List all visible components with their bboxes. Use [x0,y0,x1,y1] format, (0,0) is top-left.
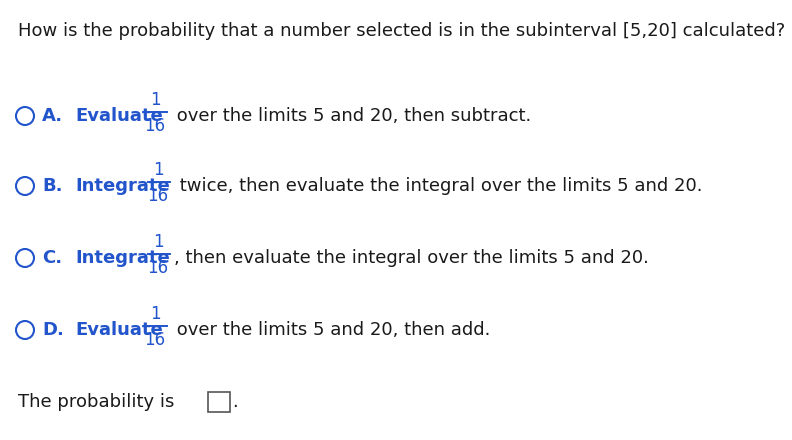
Text: The probability is: The probability is [18,393,174,411]
Text: 1: 1 [150,305,160,323]
Text: 16: 16 [147,187,169,205]
Text: , then evaluate the integral over the limits 5 and 20.: , then evaluate the integral over the li… [174,249,649,267]
Text: Evaluate: Evaluate [75,321,162,339]
Text: B.: B. [42,177,63,195]
Text: Integrate: Integrate [75,249,169,267]
Text: .: . [232,393,238,411]
Text: 16: 16 [144,331,166,349]
Text: 16: 16 [144,117,166,135]
Text: Evaluate: Evaluate [75,107,162,125]
Text: How is the probability that a number selected is in the subinterval [5,20] calcu: How is the probability that a number sel… [18,22,785,40]
Text: over the limits 5 and 20, then add.: over the limits 5 and 20, then add. [171,321,490,339]
Text: 1: 1 [150,91,160,109]
Text: A.: A. [42,107,63,125]
Text: Integrate: Integrate [75,177,169,195]
Text: 16: 16 [147,259,169,277]
Text: twice, then evaluate the integral over the limits 5 and 20.: twice, then evaluate the integral over t… [174,177,703,195]
Text: over the limits 5 and 20, then subtract.: over the limits 5 and 20, then subtract. [171,107,531,125]
Text: C.: C. [42,249,62,267]
Text: D.: D. [42,321,64,339]
Text: 1: 1 [153,161,163,179]
Text: 1: 1 [153,233,163,251]
